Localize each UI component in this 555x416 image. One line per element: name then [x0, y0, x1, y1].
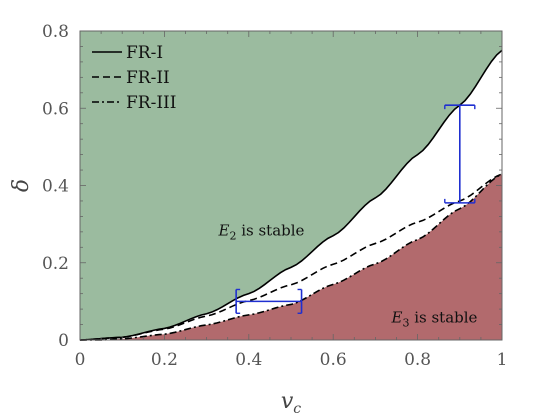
y-tick-label: 0.8 — [42, 22, 69, 42]
annotation-e2-stable: E2 is stable — [217, 222, 304, 243]
legend: FR-I FR-II FR-III — [92, 43, 177, 113]
legend-label-fr-iii: FR-III — [126, 93, 177, 113]
series-layer — [79, 49, 503, 341]
series-line-fr-ii — [79, 173, 503, 341]
annotations: E2 is stable E3 is stable — [217, 222, 477, 330]
y-axis-label: δ — [9, 179, 34, 192]
error-bar-layer — [235, 104, 476, 314]
series-line-fr-iii — [80, 173, 503, 341]
legend-label-fr-ii: FR-II — [126, 68, 170, 88]
x-tick-label: 0.6 — [320, 350, 347, 370]
region-layer — [80, 31, 502, 340]
axes — [79, 30, 503, 341]
x-axis-label: vc — [281, 389, 301, 416]
x-tick-label: 0.4 — [235, 350, 262, 370]
stable-region-e2 — [80, 31, 502, 340]
y-tick-label: 0.2 — [42, 254, 69, 274]
legend-label-fr-i: FR-I — [126, 43, 163, 63]
y-tick-label: 0 — [58, 331, 69, 351]
x-tick-label: 0.8 — [404, 350, 431, 370]
tick-labels: 0 0.2 0.4 0.6 0.8 1 0 0.2 0.4 0.6 0.8 vc δ — [9, 22, 507, 416]
y-tick-label: 0.4 — [42, 177, 69, 197]
stable-region-e3 — [80, 173, 502, 340]
x-tick-label: 1 — [497, 350, 508, 370]
y-tick-label: 0.6 — [42, 99, 69, 119]
annotation-e3-stable: E3 is stable — [391, 309, 478, 330]
x-tick-label: 0 — [75, 350, 86, 370]
x-tick-label: 0.2 — [151, 350, 178, 370]
